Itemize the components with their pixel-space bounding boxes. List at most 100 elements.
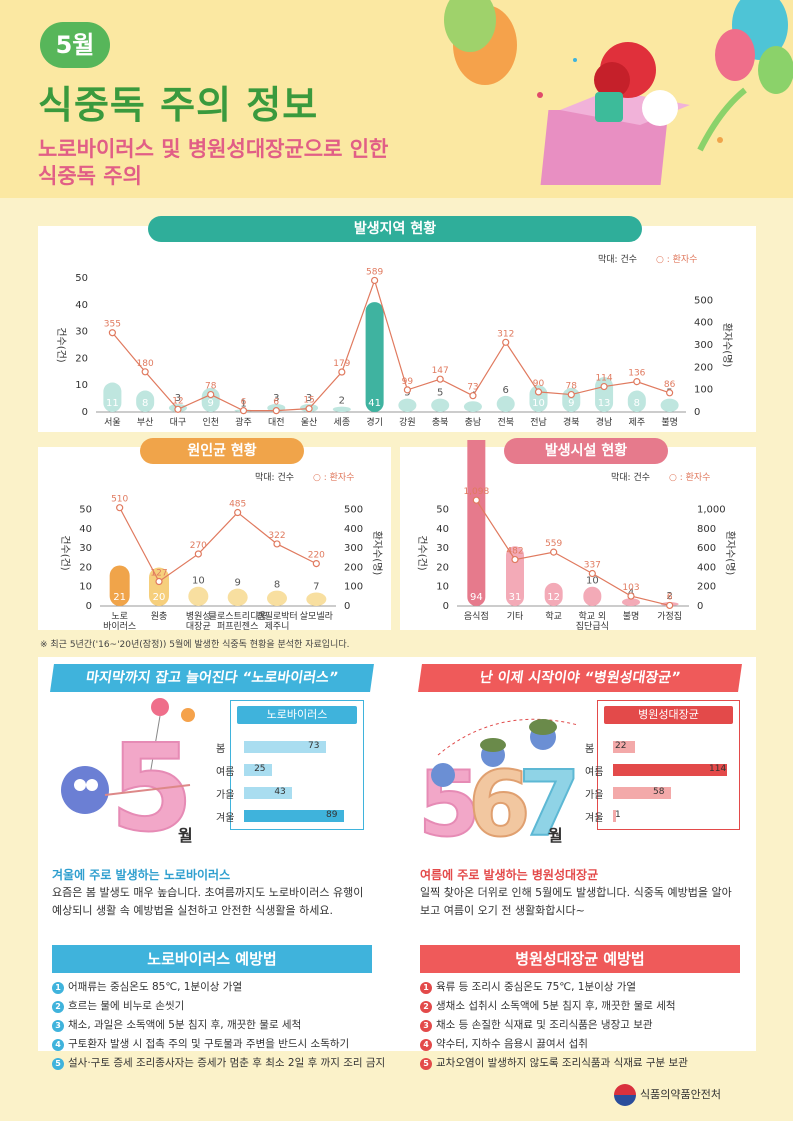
cause-patients-label: 322 — [268, 531, 285, 541]
facility-chart-panel — [400, 447, 756, 630]
facility-ytick-left: 0 — [443, 601, 449, 612]
facility-bar-value: 2 — [666, 591, 672, 602]
facility-patients-label: 6 — [667, 592, 673, 602]
facility-patients-label: 337 — [584, 561, 601, 571]
region-patients-label: 86 — [664, 380, 676, 390]
noro-prevent-text: 어패류는 중심온도 85℃, 1분이상 가열 — [68, 981, 243, 993]
noro-prevent-number: 4 — [52, 1039, 64, 1051]
region-patients-point — [239, 407, 248, 415]
facility-bar-value: 12 — [547, 592, 560, 603]
noro-prevent-item: 5 설사·구토 증세 조리종사자는 증세가 멈춘 후 최소 2일 후 까지 조리 … — [52, 1054, 385, 1073]
data-source-note: ※ 최근 5년간('16~'20년(잠정)) 5월에 발생한 식중독 현황을 분… — [40, 640, 350, 650]
region-bar-value: 5 — [437, 388, 443, 399]
region-bar-value: 3 — [175, 393, 181, 404]
facility-ytick-left: 40 — [436, 524, 449, 535]
facility-bar — [583, 586, 602, 606]
region-patients-label: 78 — [205, 382, 217, 392]
facility-ytick-left: 50 — [436, 505, 449, 516]
ecoli-prevent-list: 1 육류 등 조리시 중심온도 75℃, 1분이상 가열 2 생채소 섭취시 소독액에… — [420, 978, 688, 1073]
region-ytick-left: 10 — [75, 380, 88, 391]
cause-ytick-left: 50 — [79, 505, 92, 516]
noro-month-suffix: 월 — [178, 826, 193, 845]
cause-patients-label: 270 — [190, 541, 207, 551]
noro-prevent-text: 채소, 과일은 소독액에 5분 침지 후, 깨끗한 물로 세척 — [68, 1019, 302, 1031]
ecoli-prevent-item: 5 교차오염이 발생하지 않도록 조리식품과 식재료 구분 보관 — [420, 1054, 688, 1073]
cause-bar — [227, 588, 248, 606]
cause-chart-title: 원인균 현황 — [140, 438, 304, 464]
facility-patients-point — [588, 569, 596, 578]
noro-prevent-item: 1 어패류는 중심온도 85℃, 1분이상 가열 — [52, 978, 385, 997]
region-patients-label: 180 — [137, 359, 154, 369]
facility-bar — [467, 440, 486, 606]
noro-season-value: 43 — [274, 787, 286, 797]
region-bar — [365, 302, 384, 412]
noro-season-value: 73 — [308, 741, 320, 751]
facility-patients-label: 482 — [506, 547, 523, 557]
region-patients-point — [338, 368, 346, 376]
ecoli-text: 일찍 찾아온 더위로 인해 5월에도 발생합니다. 식중독 예방법을 알아보고 … — [420, 886, 732, 917]
region-bar — [398, 398, 417, 412]
svg-text:7: 7 — [518, 752, 581, 845]
region-bar-value: 41 — [368, 398, 381, 409]
region-bar — [431, 398, 450, 412]
region-patients-label: 312 — [497, 329, 514, 339]
region-patients-label: 78 — [566, 382, 578, 392]
facility-x-label: 가정집 — [657, 610, 682, 622]
ecoli-prevent-item: 1 육류 등 조리시 중심온도 75℃, 1분이상 가열 — [420, 978, 688, 997]
region-bar — [463, 401, 482, 412]
facility-bar-value: 31 — [509, 592, 522, 603]
ecoli-prevent-number: 4 — [420, 1039, 432, 1051]
region-patients-label: 147 — [432, 366, 449, 376]
noro-season-bar — [244, 741, 327, 753]
region-patients-point — [305, 405, 313, 413]
ecoli-prevent-text: 약수터, 지하수 음용시 끓여서 섭취 — [436, 1038, 588, 1050]
region-patients-point — [469, 392, 477, 400]
ecoli-prevent-number: 2 — [420, 1001, 432, 1013]
region-patients-label: 136 — [628, 369, 645, 379]
cause-patients-point — [194, 550, 202, 558]
region-bar-value: 9 — [568, 398, 574, 409]
ecoli-prevent-text: 육류 등 조리시 중심온도 75℃, 1분이상 가열 — [436, 981, 637, 993]
cause-ytick-right: 100 — [344, 582, 363, 593]
svg-text:6: 6 — [468, 752, 531, 845]
region-patients-point — [666, 389, 674, 397]
cause-bar — [188, 586, 209, 606]
region-ylabel-left: 건수(건) — [55, 327, 67, 363]
region-patients-point — [403, 386, 411, 394]
footer-agency: 식품의약품안전처 — [640, 1088, 721, 1101]
region-chart-title: 발생지역 현황 — [148, 216, 642, 242]
noro-text: 요즘은 봄 발생도 매우 높습니다. 초여름까지도 노로바이러스 유행이 예상되… — [52, 886, 364, 917]
region-patients-label: 179 — [333, 359, 350, 369]
region-patients-label: 114 — [595, 374, 612, 384]
facility-ytick-right: 1,000 — [697, 505, 726, 516]
ecoli-prevent-item: 4 약수터, 지하수 음용시 끓여서 섭취 — [420, 1035, 688, 1054]
region-bar — [136, 390, 155, 412]
cause-x-label: 노로 — [111, 611, 128, 622]
subtitle-line-1: 노로바이러스 및 병원성대장균으로 인한 — [38, 137, 389, 161]
ecoli-season-bar — [613, 741, 635, 753]
facility-ylabel-right: 환자수(명) — [724, 531, 736, 576]
region-patients-line — [111, 278, 670, 412]
cause-chart-panel — [38, 447, 391, 630]
region-ytick-left: 40 — [75, 300, 88, 311]
region-patients-point — [174, 405, 182, 413]
cause-ytick-right: 400 — [344, 524, 363, 535]
cause-ytick-left: 20 — [79, 562, 92, 573]
region-x-label: 불명 — [661, 417, 678, 428]
noro-heading: 겨울에 주로 발생하는 노로바이러스 — [52, 868, 231, 882]
noro-season-label: 겨울 — [216, 813, 235, 824]
cause-bar-value: 10 — [192, 576, 205, 587]
region-patients-point — [272, 407, 280, 415]
noro-prevent-text: 설사·구토 증세 조리종사자는 증세가 멈춘 후 최소 2일 후 까지 조리 금… — [68, 1057, 386, 1069]
noro-prevent-item: 3 채소, 과일은 소독액에 5분 침지 후, 깨끗한 물로 세척 — [52, 1016, 385, 1035]
region-bar — [103, 382, 122, 412]
cause-ytick-right: 200 — [344, 562, 363, 573]
ecoli-prevent-item: 2 생채소 섭취시 소독액에 5분 침지 후, 깨끗한 물로 세척 — [420, 997, 688, 1016]
noro-season-label: 봄 — [216, 744, 226, 755]
region-bar-value: 3 — [273, 393, 279, 404]
region-ytick-left: 50 — [75, 273, 88, 284]
region-bar-value: 3 — [306, 393, 312, 404]
cause-x-label: 퍼프린젠스 — [217, 621, 258, 632]
balloons-decoration — [444, 0, 793, 185]
